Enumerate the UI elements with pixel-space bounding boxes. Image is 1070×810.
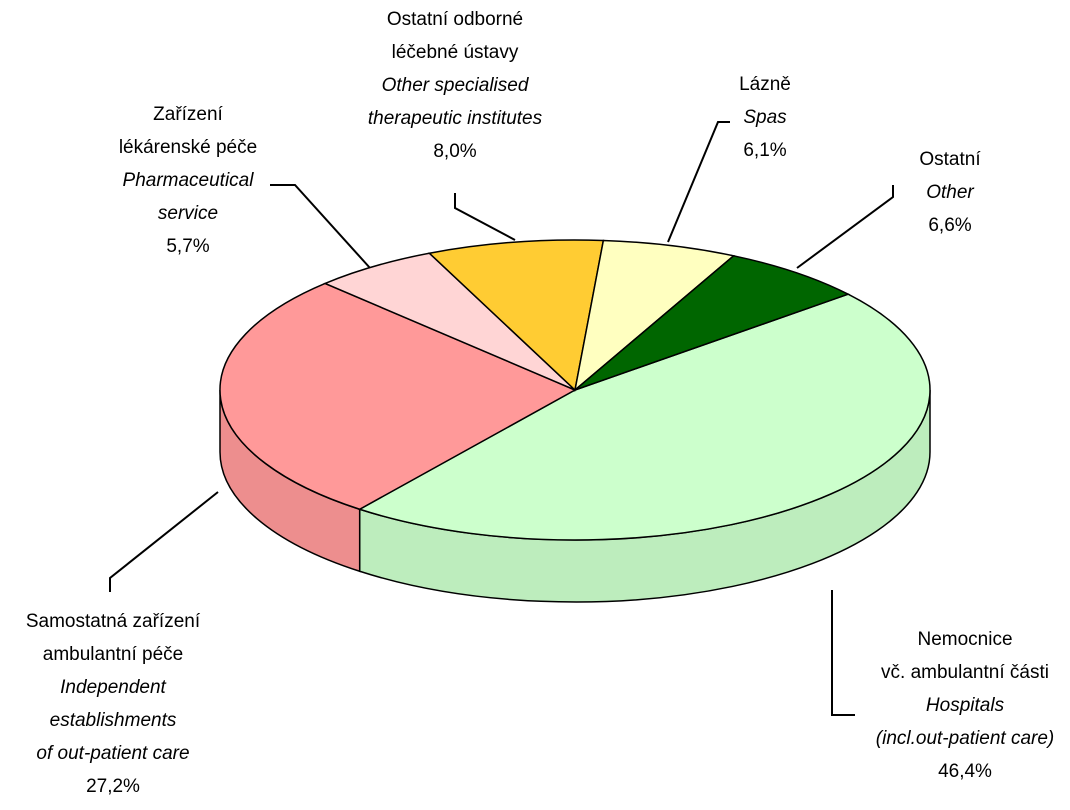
slice-label-en: therapeutic institutes xyxy=(368,108,543,129)
value-label: 8,0% xyxy=(433,141,476,162)
slice-label: Ostatní odborné xyxy=(387,9,523,30)
slice-label: Nemocnice xyxy=(917,629,1012,650)
pie-slice xyxy=(357,293,931,541)
slice-label: Samostatná zařízení xyxy=(26,611,201,632)
pie-slice xyxy=(574,254,851,391)
pie-side-shade xyxy=(359,390,931,602)
value-label: 5,7% xyxy=(166,236,209,257)
slice-label-en: establishments xyxy=(50,710,177,731)
slice-label-en: Independent xyxy=(60,677,166,698)
pie-sides xyxy=(219,389,931,603)
slice-label: Ostatní xyxy=(919,149,981,170)
slice-label-en: Pharmaceutical xyxy=(123,170,255,191)
leader-line xyxy=(831,590,855,716)
pie-tops xyxy=(219,239,931,541)
slice-label-en: (incl.out-patient care) xyxy=(876,728,1054,749)
slice-label: Zařízení xyxy=(153,104,223,125)
value-label: 27,2% xyxy=(86,776,140,797)
leader-line xyxy=(109,491,219,592)
value-label: 6,6% xyxy=(928,215,971,236)
slice-label: Lázně xyxy=(739,74,791,95)
leader-line xyxy=(454,193,516,241)
slice-label-en: Other xyxy=(926,182,974,203)
slice-label-en: Other specialised xyxy=(382,75,530,96)
leader-line xyxy=(270,184,371,269)
pie-slice xyxy=(573,239,736,392)
slice-label-en: service xyxy=(158,203,218,224)
value-label: 6,1% xyxy=(743,140,786,161)
labels: Nemocnice vč. ambulantní části Hospitals (i… xyxy=(26,9,1054,797)
pie-slice xyxy=(323,252,576,391)
leader-lines xyxy=(109,121,894,716)
value-label: 46,4% xyxy=(938,761,992,782)
slice-label: vč. ambulantní části xyxy=(881,662,1049,683)
leader-line xyxy=(667,121,730,243)
slice-label-en: Spas xyxy=(743,107,787,128)
slice-label: lékárenské péče xyxy=(119,137,257,158)
pie-slice xyxy=(427,239,605,392)
slice-label-en: of out-patient care xyxy=(36,743,189,764)
leader-line xyxy=(796,185,894,269)
slice-label: léčebné ústavy xyxy=(392,42,519,63)
slice-label: ambulantní péče xyxy=(43,644,184,665)
pie-side-shade xyxy=(220,390,360,572)
slice-label-en: Hospitals xyxy=(926,695,1005,716)
pie-slice xyxy=(219,282,577,511)
